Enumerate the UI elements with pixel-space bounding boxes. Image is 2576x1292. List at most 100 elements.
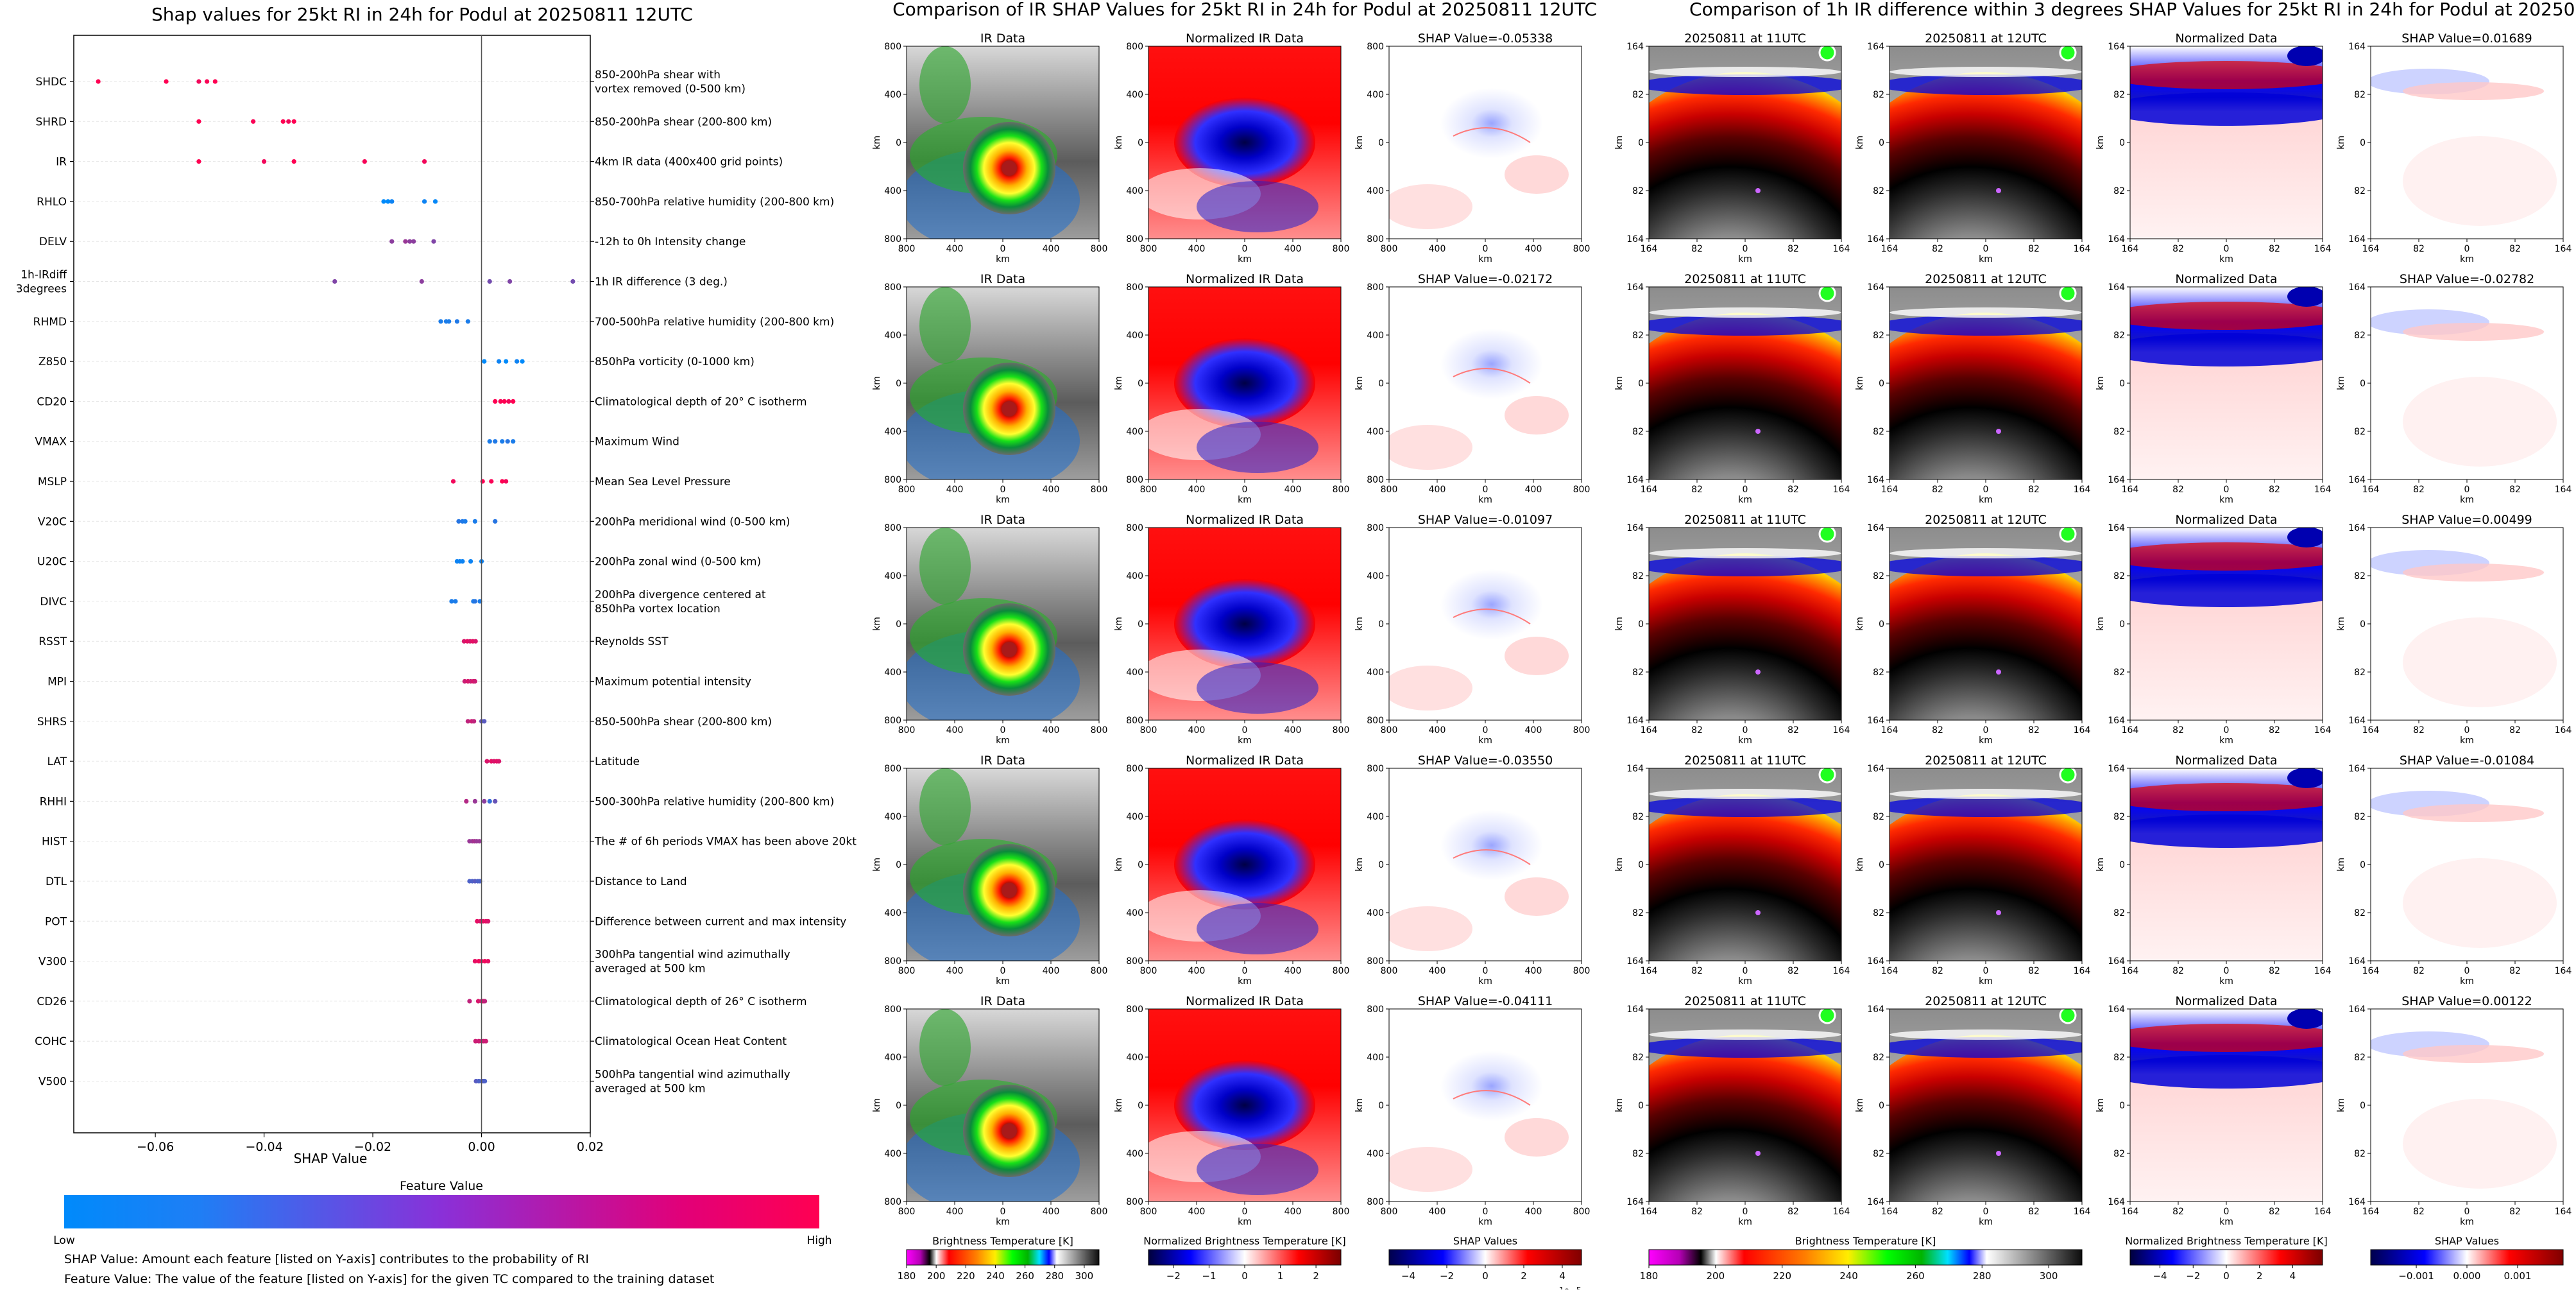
y-tick-label: 82 xyxy=(2354,186,2366,196)
x-axis-label: km xyxy=(1478,254,1492,264)
y-axis-label: km xyxy=(1354,376,1365,390)
colorbar-tick-label: 260 xyxy=(1906,1270,1925,1282)
storm-eye xyxy=(1002,401,1017,417)
x-tick-label: 164 xyxy=(1641,244,1658,254)
y-axis-label: km xyxy=(1614,135,1625,150)
shap-point xyxy=(511,439,516,444)
y-axis-label: km xyxy=(1614,617,1625,631)
y-tick-label: 82 xyxy=(2354,1053,2366,1063)
y-axis-label: km xyxy=(1354,617,1365,631)
feature-name: RHHI xyxy=(40,795,67,808)
x-tick-label: 400 xyxy=(1043,244,1060,254)
feature-description: The # of 6h periods VMAX has been above … xyxy=(594,836,857,848)
x-axis-label: km xyxy=(996,1217,1010,1227)
zoom-band xyxy=(1889,1029,2082,1040)
zoom-storm xyxy=(1649,1035,1841,1202)
feature-name: RHLO xyxy=(37,196,67,209)
ir-shap-comparison: Comparison of IR SHAP Values for 25kt RI… xyxy=(872,0,1597,1292)
colorbar-tick-label: −1 xyxy=(1202,1270,1216,1282)
y-tick-label: 164 xyxy=(1867,1197,1884,1207)
y-tick-label: 164 xyxy=(1867,282,1884,293)
y-tick-label: 0 xyxy=(1638,1101,1644,1111)
x-tick-label: −0.02 xyxy=(354,1140,391,1154)
x-tick-label: 800 xyxy=(1091,1207,1108,1217)
shapdiff-band xyxy=(2403,323,2544,341)
x-tick-label: 400 xyxy=(946,244,964,254)
panel-title: 20250811 at 11UTC xyxy=(1684,513,1806,527)
ir-colorbars: Brightness Temperature [K]180 200 220 240 26… xyxy=(898,1235,1582,1292)
y-tick-label: 164 xyxy=(2108,523,2125,533)
y-tick-label: 82 xyxy=(2354,571,2366,581)
colorbar-tick-label: 0.001 xyxy=(2503,1270,2531,1282)
zoom-center-marker xyxy=(1996,669,2001,675)
x-tick-label: 164 xyxy=(1641,1207,1658,1217)
zoom-center-marker xyxy=(1755,669,1761,675)
shap-point xyxy=(332,279,337,284)
x-tick-label: 164 xyxy=(2074,1207,2091,1217)
colorbar-tick-label: 4 xyxy=(2290,1270,2296,1282)
shap-point xyxy=(389,239,395,244)
x-tick-label: 164 xyxy=(1833,485,1850,495)
feature-row: DIVC 200hPa divergence centered at 850hPa … xyxy=(40,589,765,616)
shapdiff-band xyxy=(2403,1045,2544,1063)
feature-description: 850hPa vorticity (0-1000 km) xyxy=(595,356,755,368)
feature-name: U20C xyxy=(37,556,67,569)
x-tick-label: 82 xyxy=(2413,485,2425,495)
x-tick-label: −0.04 xyxy=(245,1140,282,1154)
feature-name: DELV xyxy=(39,236,67,248)
y-tick-label: 164 xyxy=(2348,282,2366,293)
x-tick-label: 0 xyxy=(1000,1207,1006,1217)
x-tick-label: 0 xyxy=(2464,244,2470,254)
zoom-corner-feature xyxy=(1818,528,1836,543)
x-tick-label: 82 xyxy=(1691,1207,1703,1217)
normdiff-band xyxy=(2130,783,2323,811)
x-axis-label: km xyxy=(1738,1217,1752,1227)
colorbar-tick-label: 220 xyxy=(957,1270,975,1282)
y-axis-label: km xyxy=(1855,857,1865,872)
y-tick-label: 400 xyxy=(1126,1149,1143,1159)
x-tick-label: 800 xyxy=(1140,966,1157,976)
x-tick-label: 0 xyxy=(2464,485,2470,495)
feature-description: Reynolds SST xyxy=(595,635,669,648)
x-tick-label: 164 xyxy=(1641,725,1658,736)
shap-point xyxy=(475,918,480,924)
x-tick-label: 800 xyxy=(1140,725,1157,736)
panel-title: SHAP Value=0.00122 xyxy=(2401,994,2532,1008)
feature-row: V300 300hPa tangential wind azimuthally av… xyxy=(38,949,790,976)
colorbar-bar xyxy=(906,1249,1100,1266)
zoom-band xyxy=(1649,1029,1841,1040)
x-tick-label: 164 xyxy=(2314,725,2332,736)
zoom-storm xyxy=(1889,313,2082,479)
colorbar-tick-label: 240 xyxy=(1839,1270,1858,1282)
x-tick-label: 400 xyxy=(946,966,964,976)
shap-point xyxy=(487,279,492,284)
feature-row: IR 4km IR data (400x400 grid points) xyxy=(56,156,783,169)
x-tick-label: 800 xyxy=(1140,485,1157,495)
panel-image xyxy=(1649,768,1841,961)
feature-description: 850-200hPa shear with xyxy=(595,69,721,82)
shap-streak xyxy=(1453,1090,1531,1106)
x-tick-label: 82 xyxy=(1932,1207,1943,1217)
x-tick-label: 400 xyxy=(1525,1207,1542,1217)
x-tick-label: 800 xyxy=(898,966,916,976)
x-tick-label: 400 xyxy=(1188,1207,1206,1217)
x-axis-label: km xyxy=(1738,254,1752,264)
x-tick-label: 164 xyxy=(2074,725,2091,736)
y-tick-label: 164 xyxy=(1867,523,1884,533)
y-axis-label: km xyxy=(2336,1098,2346,1112)
colorbar-high-label: High xyxy=(806,1234,832,1247)
panel-image xyxy=(1389,287,1582,479)
y-tick-label: 400 xyxy=(1367,812,1384,822)
zoom-band xyxy=(1649,307,1841,318)
panel-title: Normalized IR Data xyxy=(1186,31,1304,46)
x-axis-label: km xyxy=(1738,976,1752,986)
y-tick-label: 82 xyxy=(2354,90,2366,100)
x-tick-label: 164 xyxy=(2122,966,2139,976)
panel-image xyxy=(2371,287,2563,479)
x-tick-label: 800 xyxy=(1140,1207,1157,1217)
shapdiff-wash xyxy=(2403,858,2557,948)
